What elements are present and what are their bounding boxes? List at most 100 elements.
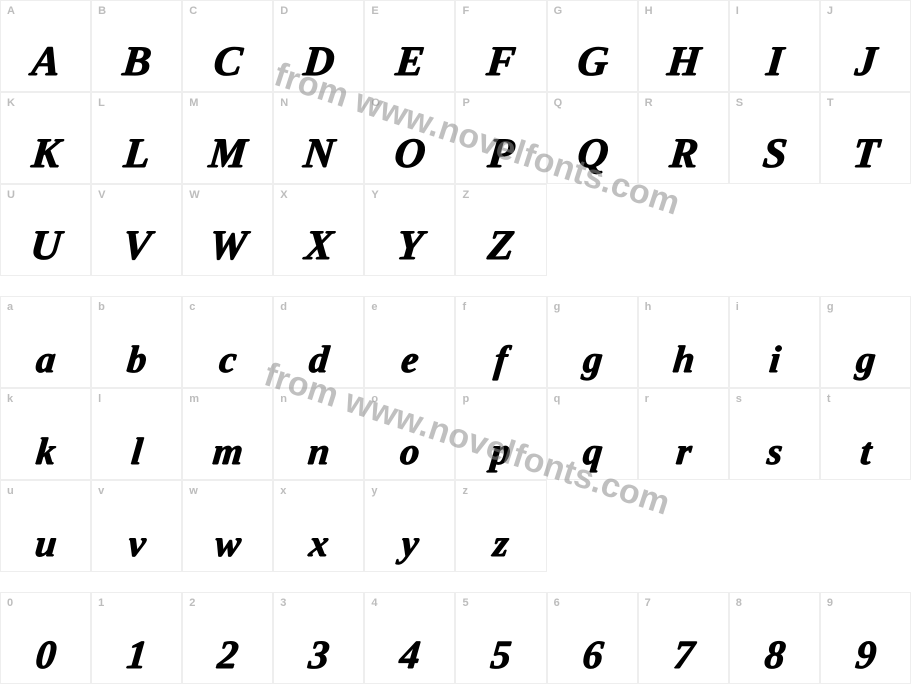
glyph-cell: gg [547,296,638,388]
glyph-cell: XX [273,184,364,276]
empty-cell [638,184,729,276]
glyph: B [90,41,184,83]
glyph: J [819,41,911,83]
font-character-map: AABBCCDDEEFFGGHHIIJJKKLLMMNNOOPPQQRRSSTT… [0,0,911,684]
cell-key-label: 4 [371,597,377,609]
glyph: L [90,133,184,175]
glyph: q [546,433,639,471]
cell-key-label: b [98,301,105,313]
glyph: o [363,433,456,471]
glyph: h [637,341,730,379]
glyph-cell: 99 [820,592,911,684]
cell-key-label: O [371,97,380,109]
glyph-row: UUVVWWXXYYZZ [0,184,911,276]
glyph: Q [545,133,639,175]
cell-key-label: Q [554,97,563,109]
glyph-cell: vv [91,480,182,572]
glyph: g [546,341,639,379]
glyph: e [363,341,456,379]
glyph-row: uuvvwwxxyyzz [0,480,911,572]
glyph-cell: DD [273,0,364,92]
cell-key-label: W [189,189,200,201]
cell-key-label: A [7,5,15,17]
cell-key-label: 8 [736,597,742,609]
glyph-cell: zz [455,480,546,572]
glyph-row: kkllmmnnooppqqrrsstt [0,388,911,480]
glyph: Y [363,225,457,267]
glyph-cell: VV [91,184,182,276]
cell-key-label: w [189,485,198,497]
glyph-cell: YY [364,184,455,276]
glyph-cell: kk [0,388,91,480]
cell-key-label: a [7,301,13,313]
cell-key-label: z [462,485,468,497]
glyph-cell: ll [91,388,182,480]
glyph: 6 [545,635,638,675]
glyph: P [454,133,548,175]
glyph: m [181,433,274,471]
glyph: d [272,341,365,379]
glyph: 3 [272,635,365,675]
cell-key-label: M [189,97,198,109]
glyph: M [181,133,275,175]
empty-cell [547,480,638,572]
glyph: K [0,133,92,175]
cell-key-label: N [280,97,288,109]
cell-key-label: 7 [645,597,651,609]
cell-key-label: y [371,485,377,497]
glyph: H [636,41,730,83]
glyph-row: aabbccddeeffgghhiigg [0,296,911,388]
glyph-cell: pp [455,388,546,480]
glyph-cell: aa [0,296,91,388]
glyph: u [0,525,92,563]
empty-cell [729,480,820,572]
glyph-cell: AA [0,0,91,92]
cell-key-label: c [189,301,195,313]
glyph-cell: SS [729,92,820,184]
glyph-cell: JJ [820,0,911,92]
cell-key-label: P [462,97,470,109]
glyph: a [0,341,92,379]
cell-key-label: m [189,393,199,405]
glyph-cell: xx [273,480,364,572]
glyph: 0 [0,635,92,675]
cell-key-label: o [371,393,378,405]
glyph: I [728,41,822,83]
glyph-cell: qq [547,388,638,480]
empty-cell [820,480,911,572]
cell-key-label: K [7,97,15,109]
glyph: x [272,525,365,563]
glyph-row: AABBCCDDEEFFGGHHIIJJ [0,0,911,92]
glyph-cell: QQ [547,92,638,184]
glyph-cell: oo [364,388,455,480]
glyph: v [90,525,183,563]
glyph-cell: dd [273,296,364,388]
glyph-cell: RR [638,92,729,184]
glyph: N [272,133,366,175]
glyph-cell: cc [182,296,273,388]
cell-key-label: 1 [98,597,104,609]
glyph: i [728,341,821,379]
glyph: k [0,433,92,471]
glyph-cell: gg [820,296,911,388]
glyph: F [454,41,548,83]
cell-key-label: t [827,393,831,405]
cell-key-label: v [98,485,104,497]
glyph: V [90,225,184,267]
cell-key-label: 9 [827,597,833,609]
cell-key-label: T [827,97,834,109]
glyph-cell: bb [91,296,182,388]
glyph: s [728,433,821,471]
glyph: l [90,433,183,471]
glyph-cell: EE [364,0,455,92]
cell-key-label: h [645,301,652,313]
glyph-cell: 00 [0,592,91,684]
glyph: G [545,41,639,83]
empty-cell [820,184,911,276]
cell-key-label: f [462,301,466,313]
glyph-cell: MM [182,92,273,184]
cell-key-label: L [98,97,105,109]
cell-key-label: E [371,5,379,17]
cell-key-label: 0 [7,597,13,609]
cell-key-label: x [280,485,286,497]
